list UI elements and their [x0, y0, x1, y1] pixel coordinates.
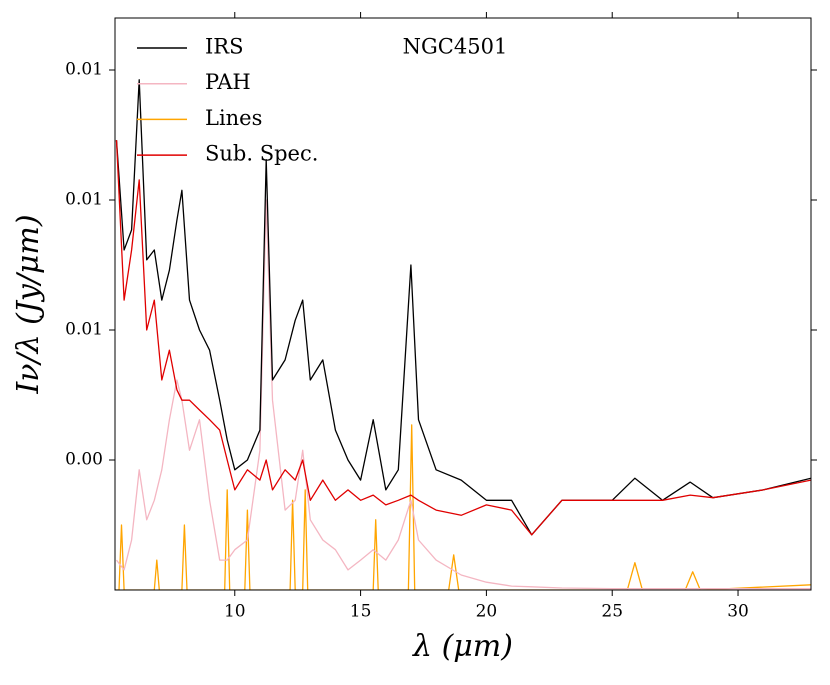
series-line	[115, 199, 811, 590]
x-tick-label: 25	[601, 602, 623, 622]
x-tick-label: 20	[476, 602, 498, 622]
y-tick-label: 0.01	[65, 320, 103, 340]
y-tick-label: 0.00	[65, 450, 103, 470]
y-tick-label: 0.01	[65, 190, 103, 210]
legend-label: Lines	[205, 106, 262, 130]
legend-label: Sub. Spec.	[205, 142, 318, 166]
series-line	[115, 140, 811, 536]
legend-label: IRS	[205, 35, 244, 59]
y-axis-label: Iν/λ (Jy/μm)	[11, 214, 46, 394]
x-tick-label: 15	[350, 602, 372, 622]
x-tick-label: 30	[727, 602, 749, 622]
x-axis-label: λ (μm)	[412, 629, 513, 664]
plot-frame	[114, 17, 812, 591]
y-tick-label: 0.01	[65, 60, 103, 80]
legend-label: PAH	[205, 70, 251, 94]
chart-title: NGC4501	[403, 35, 508, 59]
plot-lines	[115, 79, 811, 590]
series-line	[115, 424, 811, 590]
x-tick-label: 10	[224, 602, 246, 622]
